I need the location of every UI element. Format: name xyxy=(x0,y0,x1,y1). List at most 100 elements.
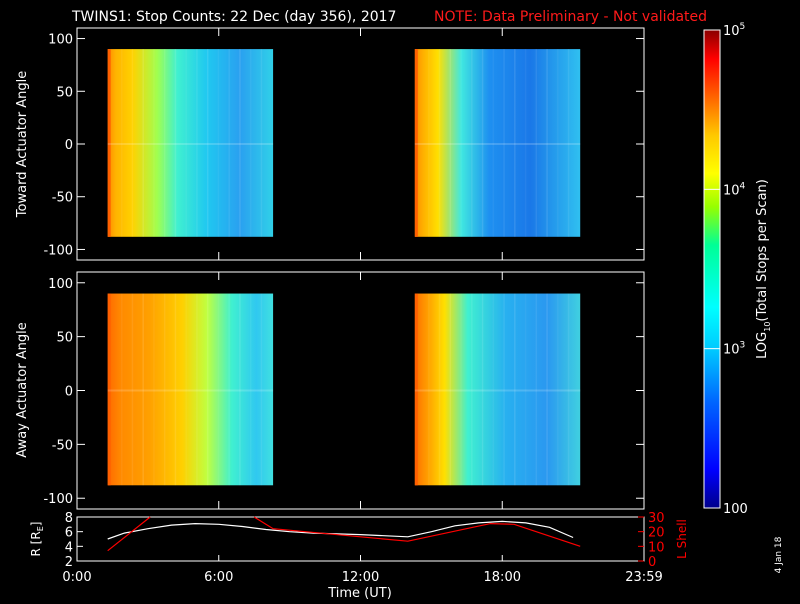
heatmap-stripe xyxy=(120,49,123,237)
heatmap-stripe xyxy=(196,293,198,486)
toward-y-axis: 100 50 0 -50 -100 xyxy=(43,28,645,260)
heatmap-block xyxy=(414,293,581,486)
preliminary-note: NOTE: Data Preliminary - Not validated xyxy=(434,9,707,25)
y-tick-label: 100 xyxy=(48,33,73,48)
away-y-axis-label: Away Actuator Angle xyxy=(15,322,30,457)
heatmap-edge-stripe xyxy=(414,293,418,486)
y-tick-label: 100 xyxy=(48,277,73,292)
heatmap-stripe xyxy=(481,49,484,237)
date-stamp: 4 Jan 18 xyxy=(774,536,784,573)
heatmap-stripe xyxy=(163,293,166,486)
heatmap-stripe xyxy=(142,49,144,237)
heatmap-stripe xyxy=(514,293,516,486)
heatmap-stripe xyxy=(185,49,187,237)
away-y-axis: 100 50 0 -50 -100 xyxy=(43,272,645,509)
heatmap-stripe xyxy=(524,49,527,237)
heatmap-stripe xyxy=(428,49,430,237)
heatmap-block xyxy=(107,293,274,486)
time-tick-label: 18:00 xyxy=(484,570,521,585)
heatmap-stripe xyxy=(557,293,559,486)
colorbar-tick-label: 103 xyxy=(723,341,745,358)
heatmap-stripe xyxy=(438,49,441,237)
heatmap-zero-band xyxy=(107,143,274,145)
lshell-line xyxy=(253,516,581,547)
heatmap-stripe xyxy=(228,49,230,237)
heatmap-stripe xyxy=(471,49,473,237)
heatmap-zero-band xyxy=(414,143,581,145)
heatmap-stripe xyxy=(492,49,495,237)
heatmap-stripe xyxy=(153,49,155,237)
heatmap-stripe xyxy=(535,293,538,486)
heatmap-stripe xyxy=(239,293,241,486)
colorbar-tick-label: 104 xyxy=(723,181,746,198)
time-tick-label: 12:00 xyxy=(342,570,379,585)
heatmap-stripe xyxy=(120,293,123,486)
heatmap-zero-band xyxy=(107,389,274,392)
heatmap-stripe xyxy=(153,293,155,486)
toward-y-axis-label: Toward Actuator Angle xyxy=(15,71,30,218)
colorbar-label: LOG10(Total Stops per Scan) xyxy=(755,179,772,359)
y-tick-label: 0 xyxy=(65,138,73,153)
colorbar-tick-label: 105 xyxy=(723,22,745,39)
heatmap-stripe xyxy=(142,293,144,486)
y-tick-label: 0 xyxy=(65,385,73,400)
time-tick-label: 0:00 xyxy=(62,570,91,585)
away-panel: 100 50 0 -50 -100 Away Actuator Angle xyxy=(15,271,645,510)
heatmap-stripe xyxy=(217,49,220,237)
heatmap-stripe xyxy=(131,293,134,486)
lshell-tick-label: 20 xyxy=(648,526,665,541)
heatmap-stripe xyxy=(514,49,516,237)
heatmap-stripe xyxy=(460,49,462,237)
heatmap-stripe xyxy=(228,293,230,486)
ephemeris-lines xyxy=(107,516,581,552)
heatmap-stripe xyxy=(174,293,177,486)
toward-heatmap xyxy=(107,49,581,237)
heatmap-stripe xyxy=(471,293,473,486)
y-tick-label: -50 xyxy=(52,438,73,453)
r-axis-label: R [RE] xyxy=(29,522,45,557)
heatmap-stripe xyxy=(260,49,263,237)
heatmap-stripe xyxy=(460,293,462,486)
y-tick-label: 50 xyxy=(56,331,73,346)
r-tick-label: 8 xyxy=(65,511,73,526)
chart-title: TWINS1: Stop Counts: 22 Dec (day 356), 2… xyxy=(71,9,396,25)
colorbar-tick-label: 100 xyxy=(723,502,748,517)
heatmap-stripe xyxy=(249,293,252,486)
heatmap-stripe xyxy=(546,49,548,237)
heatmap-stripe xyxy=(206,293,209,486)
heatmap-stripe xyxy=(567,293,570,486)
heatmap-stripe xyxy=(239,49,241,237)
heatmap-stripe xyxy=(206,49,209,237)
heatmap-stripe xyxy=(428,293,430,486)
heatmap-stripe xyxy=(546,293,548,486)
y-tick-label: -100 xyxy=(43,243,73,258)
y-tick-label: -50 xyxy=(52,191,73,206)
heatmap-stripe xyxy=(449,293,452,486)
r-tick-label: 6 xyxy=(65,526,73,541)
r-tick-label: 2 xyxy=(65,555,73,570)
heatmap-stripe xyxy=(174,49,177,237)
heatmap-edge-stripe xyxy=(414,49,418,237)
heatmap-stripe xyxy=(567,49,570,237)
x-axis-label: Time (UT) xyxy=(327,586,392,600)
heatmap-stripe xyxy=(438,293,441,486)
time-tick-label: 23:59 xyxy=(625,570,662,585)
colorbar-gradient xyxy=(704,30,720,508)
heatmap-stripe xyxy=(260,293,263,486)
heatmap-stripe xyxy=(196,49,198,237)
heatmap-stripe xyxy=(492,293,495,486)
colorbar: 105 104 103 100 LOG10(Total Stops per Scan) xyxy=(703,22,772,517)
heatmap-stripe xyxy=(163,49,166,237)
heatmap-stripe xyxy=(524,293,527,486)
lshell-tick-label: 0 xyxy=(648,555,656,570)
heatmap-stripe xyxy=(249,49,252,237)
y-tick-label: -100 xyxy=(43,492,73,507)
heatmap-stripe xyxy=(217,293,220,486)
heatmap-edge-stripe xyxy=(107,49,111,237)
heatmap-stripe xyxy=(481,293,484,486)
heatmap-stripe xyxy=(131,49,134,237)
heatmap-block xyxy=(107,49,274,237)
